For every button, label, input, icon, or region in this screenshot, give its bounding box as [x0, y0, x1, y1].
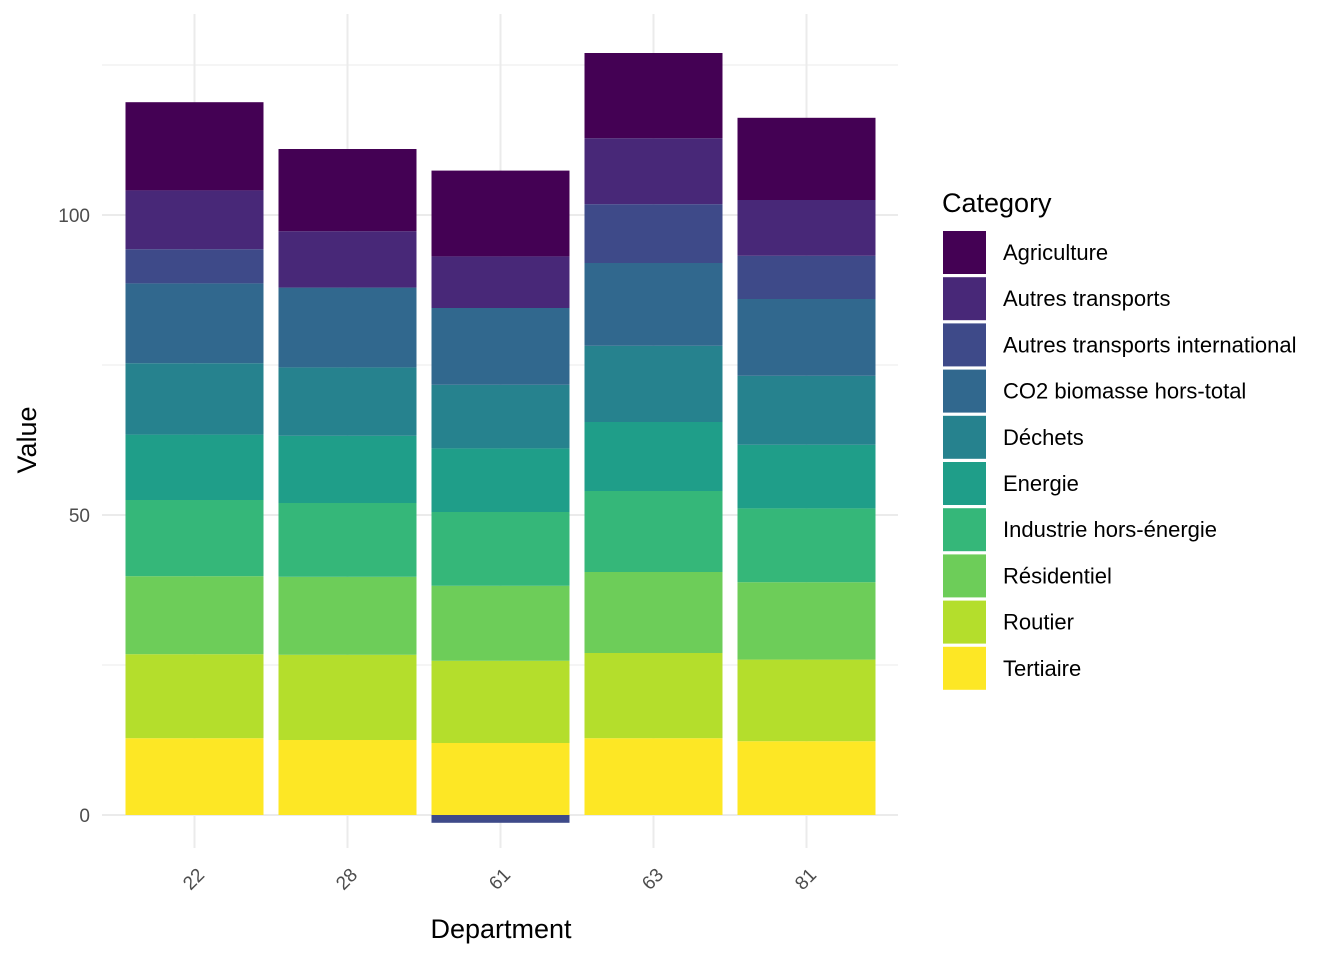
legend-label-industrie-hors-energie: Industrie hors-énergie	[1003, 517, 1217, 542]
bar-22-agriculture	[125, 102, 264, 191]
bar-81-tertiaire	[737, 741, 876, 815]
legend-label-tertiaire: Tertiaire	[1003, 656, 1081, 681]
legend-key-energie	[943, 462, 986, 505]
y-axis-ticks: 0 50 100	[58, 206, 90, 827]
bar-81-industrie-hors-energie	[737, 508, 876, 583]
legend-title: Category	[942, 188, 1052, 218]
bar-81-routier	[737, 659, 876, 742]
bar-81-residentiel	[737, 582, 876, 660]
bar-28-agriculture	[278, 149, 417, 232]
bar-63-routier	[584, 653, 723, 739]
bar-61-energie	[431, 448, 570, 512]
bar-81-energie	[737, 444, 876, 509]
bar-81-agriculture	[737, 117, 876, 200]
legend-key-residentiel	[943, 554, 986, 598]
y-axis-title: Value	[12, 406, 42, 473]
bar-63-industrie-hors-energie	[584, 491, 723, 572]
bar-61-tertiaire	[431, 743, 570, 815]
legend-key-autres-transports-international	[943, 323, 986, 367]
bar-22-energie	[125, 434, 264, 500]
bar-22-co2-biomasse-hors-total	[125, 283, 264, 364]
legend-label-agriculture: Agriculture	[1003, 240, 1108, 265]
legend-label-autres-transports-international: Autres transports international	[1003, 332, 1297, 357]
x-tick-label: 22	[179, 865, 209, 895]
legend-label-energie: Energie	[1003, 471, 1079, 496]
legend-key-autres-transports	[943, 277, 986, 321]
bar-63-dechets	[584, 345, 723, 422]
bar-63-tertiaire	[584, 738, 723, 815]
bar-22-autres-transports	[125, 190, 264, 250]
bar-81-co2-biomasse-hors-total	[737, 299, 876, 376]
legend-label-autres-transports: Autres transports	[1003, 286, 1171, 311]
bar-61-residentiel	[431, 585, 570, 661]
bar-81-dechets	[737, 375, 876, 445]
bar-81-autres-transports	[737, 200, 876, 256]
x-axis-ticks: 22 28 61 63 81	[179, 865, 821, 895]
legend-label-dechets: Déchets	[1003, 425, 1084, 450]
bar-28-routier	[278, 654, 417, 740]
bar-63-co2-biomasse-hors-total	[584, 263, 723, 346]
legend-key-agriculture	[943, 231, 986, 274]
bar-28-autres-transports	[278, 231, 417, 288]
bar-61-industrie-hors-energie	[431, 512, 570, 586]
y-tick-label: 100	[58, 206, 90, 227]
x-tick-label: 81	[791, 865, 821, 895]
bar-22-dechets	[125, 363, 264, 435]
bar-81-autres-transports-international	[737, 255, 876, 299]
x-axis-title: Department	[430, 914, 572, 944]
bar-63-autres-transports-international	[584, 204, 723, 263]
bar-28-industrie-hors-energie	[278, 503, 417, 577]
bars	[125, 53, 876, 823]
bar-22-tertiaire	[125, 738, 264, 815]
x-tick-label: 28	[332, 865, 362, 895]
x-tick-label: 61	[485, 865, 515, 895]
y-tick-label: 0	[79, 806, 90, 827]
y-tick-label: 50	[69, 506, 90, 527]
legend-label-residentiel: Résidentiel	[1003, 563, 1112, 588]
bar-28-co2-biomasse-hors-total	[278, 287, 417, 368]
bar-63-autres-transports	[584, 138, 723, 205]
legend-key-routier	[943, 600, 986, 644]
bar-61-autres-transports	[431, 256, 570, 308]
legend-key-dechets	[943, 415, 986, 459]
bar-22-routier	[125, 654, 264, 739]
legend-key-industrie-hors-energie	[943, 508, 986, 552]
bar-63-residentiel	[584, 572, 723, 653]
legend-label-co2-biomasse-hors-total: CO2 biomasse hors-total	[1003, 379, 1246, 404]
bar-61-co2-biomasse-hors-total	[431, 308, 570, 385]
bar-28-dechets	[278, 367, 417, 436]
legend: Category Agriculture Autres transports Aut…	[942, 188, 1297, 690]
x-tick-label: 63	[638, 865, 668, 895]
legend-key-co2-biomasse-hors-total	[943, 369, 986, 413]
bar-61-agriculture	[431, 170, 570, 257]
bar-22-industrie-hors-energie	[125, 500, 264, 577]
bar-61-routier	[431, 660, 570, 743]
bar-61-dechets	[431, 384, 570, 449]
bar-28-energie	[278, 435, 417, 503]
bar-22-autres-transports-international	[125, 249, 264, 284]
bar-28-residentiel	[278, 576, 417, 655]
bar-28-tertiaire	[278, 740, 417, 815]
bar-63-energie	[584, 422, 723, 491]
legend-key-tertiaire	[943, 646, 986, 690]
bar-22-residentiel	[125, 576, 264, 655]
legend-label-routier: Routier	[1003, 610, 1074, 635]
bar-61-autres-transports-international	[431, 815, 570, 823]
bar-63-agriculture	[584, 53, 723, 139]
